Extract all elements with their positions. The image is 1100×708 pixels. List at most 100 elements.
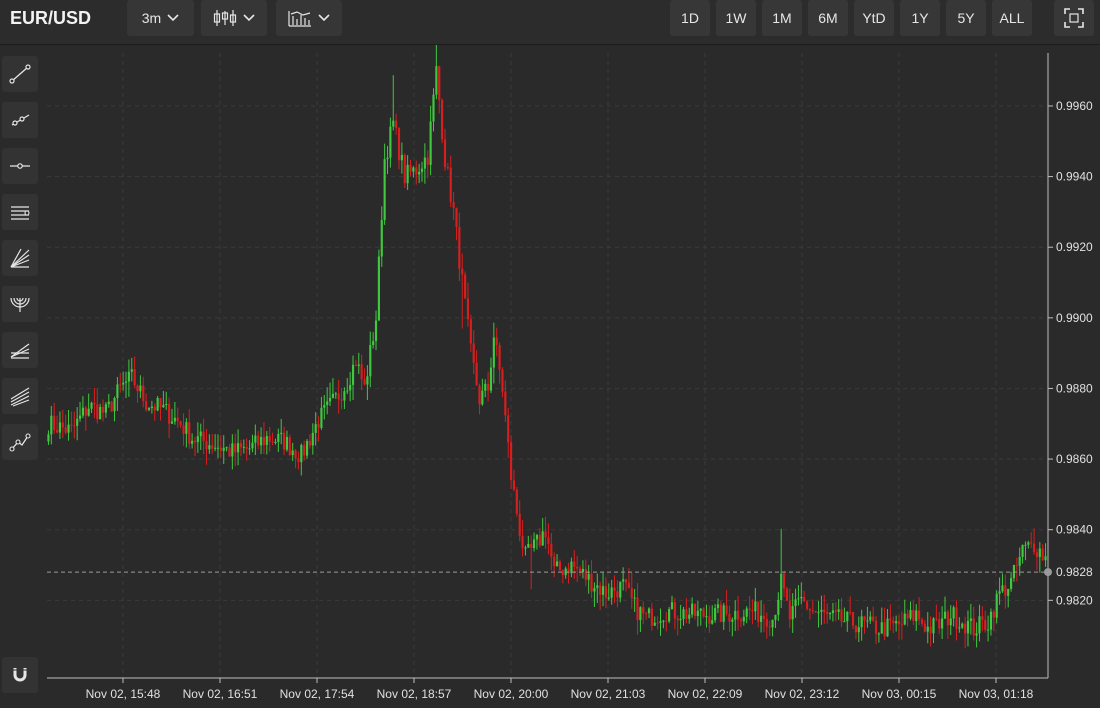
candle-body [1027,542,1030,545]
candle-body [820,609,823,612]
candle-body [748,608,751,611]
candle-body [883,622,886,637]
candle-body [613,587,616,592]
top-toolbar: EUR/USD 3m 1D 1W 1M 6M YtD 1Y [0,0,1100,45]
candle-body [653,622,656,626]
ray-tool[interactable] [2,102,38,138]
y-tick-label: 0.9900 [1056,311,1093,325]
candle-body [794,599,797,607]
candle-body [774,614,777,620]
candle-body [173,417,176,422]
candle-body [1004,585,1007,596]
range-1m-button[interactable]: 1M [762,0,802,36]
price-chart[interactable]: 0.9960 0.9940 0.9920 0.9900 0.9880 0.9860 0.98… [46,22,1100,703]
candle-body [466,298,470,320]
range-all-button[interactable]: ALL [992,0,1032,36]
candle-body [199,431,202,437]
x-tick-label: Nov 02, 20:00 [474,687,549,701]
candle-body [751,610,754,612]
candle-body [291,450,294,456]
interval-select[interactable]: 3m [127,0,194,36]
candle-body [731,619,734,622]
candle-body [739,619,743,622]
trend-line-tool[interactable] [2,56,38,92]
candle-body [176,417,179,422]
range-1d-button[interactable]: 1D [670,0,710,36]
candle-body [541,531,544,546]
candle-body [647,608,651,614]
candle-body [785,588,789,601]
candle-body [650,608,653,626]
regression-channel-tool[interactable] [2,378,38,414]
range-6m-button[interactable]: 6M [808,0,848,36]
candle-body [659,621,662,623]
candle-body [760,615,763,622]
candle-body [214,447,217,449]
candle-body [139,385,142,392]
candle-body [995,593,998,618]
candle-body [366,376,369,385]
candle-body [222,447,225,451]
range-1y-button[interactable]: 1Y [900,0,940,36]
candle-body [521,536,524,548]
candle-body [1018,556,1021,566]
fibonacci-fan-icon [10,248,30,268]
candle-body [478,385,481,405]
candle-body [452,202,455,208]
candle-body [972,618,975,636]
fullscreen-button[interactable] [1054,0,1094,36]
chart-type-select[interactable] [201,0,267,36]
candle-body [193,440,197,443]
candle-body [673,602,676,619]
candle-body [636,597,639,621]
candle-body [984,620,987,630]
last-price-marker [1044,568,1052,577]
candle-body [383,159,386,220]
range-1w-button[interactable]: 1W [716,0,756,36]
candle-body [1015,565,1018,567]
candle-body [877,633,880,635]
candle-body [668,609,671,622]
indicators-select[interactable] [276,0,342,36]
candle-body [599,585,602,595]
candle-body [573,561,576,567]
x-tick-label: Nov 02, 22:09 [668,687,743,701]
grid [47,53,1048,678]
candle-body [104,404,107,413]
horizontal-line-tool[interactable] [2,148,38,184]
candlestick-chart[interactable]: 0.9960 0.9940 0.9920 0.9900 0.9880 0.9860 0.98… [46,22,1100,703]
candle-body [1010,578,1013,589]
candle-body [645,613,648,615]
x-tick-label: Nov 02, 23:12 [765,687,840,701]
fibonacci-arc-tool[interactable] [2,286,38,322]
candle-body [87,408,90,416]
candle-body [590,573,593,592]
candle-body [400,154,403,161]
candle-body [300,445,303,463]
candle-body [346,390,349,392]
fibonacci-retracement-tool[interactable] [2,332,38,368]
fibonacci-retracement-icon [10,343,30,359]
magnet-tool[interactable] [2,657,38,693]
trend-line-icon [9,64,31,84]
candle-body [495,337,498,345]
candle-body [619,581,622,598]
range-ytd-button[interactable]: YtD [854,0,894,36]
chevron-down-icon [243,14,255,22]
range-5y-button[interactable]: 5Y [946,0,986,36]
candle-body [998,591,1001,594]
candle-body [696,610,699,617]
candle-body [716,604,720,608]
candle-body [788,600,791,620]
candle-body [754,601,757,612]
candle-body [889,618,892,621]
candle-body [866,620,869,622]
candle-body [254,435,257,443]
x-tick-label: Nov 02, 16:51 [183,687,258,701]
candle-body [99,406,102,420]
path-tool[interactable] [2,424,38,460]
candle-body [179,421,182,426]
fibonacci-fan-tool[interactable] [2,240,38,276]
parallel-channel-tool[interactable] [2,194,38,230]
candle-body [725,605,728,614]
